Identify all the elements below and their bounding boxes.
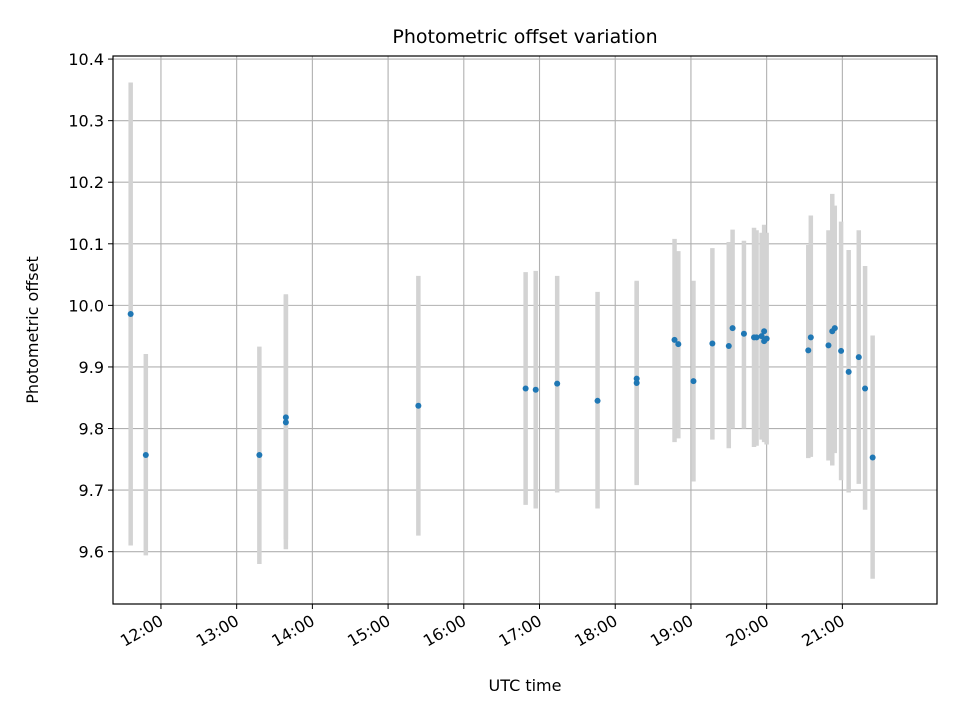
- data-point: [690, 378, 697, 385]
- data-point: [142, 451, 149, 458]
- data-point: [855, 354, 862, 361]
- data-point: [554, 380, 561, 387]
- data-point: [709, 340, 716, 347]
- data-point: [633, 375, 640, 382]
- y-tick-label: 9.8: [79, 420, 104, 439]
- y-tick-label: 10.4: [68, 50, 104, 69]
- data-point: [838, 347, 845, 354]
- data-point: [761, 328, 768, 335]
- y-tick-label: 10.3: [68, 112, 104, 131]
- data-points: [127, 310, 876, 461]
- data-point: [633, 379, 640, 386]
- data-point: [758, 333, 765, 340]
- y-tick-label: 9.6: [79, 543, 104, 562]
- data-point: [725, 343, 732, 350]
- data-point: [753, 334, 760, 341]
- data-point: [594, 397, 601, 404]
- x-axis-label: UTC time: [489, 676, 562, 695]
- data-point: [825, 342, 832, 349]
- y-tick-label: 9.7: [79, 481, 104, 500]
- data-point: [831, 325, 838, 332]
- data-point: [671, 336, 678, 343]
- data-point: [763, 335, 770, 342]
- data-point: [532, 386, 539, 393]
- y-tick-label: 10.1: [68, 235, 104, 254]
- data-point: [415, 402, 422, 409]
- y-tick-label: 9.9: [79, 358, 104, 377]
- data-point: [256, 451, 263, 458]
- plot-area-frame: [112, 55, 938, 605]
- data-point: [862, 385, 869, 392]
- data-point: [282, 414, 289, 421]
- data-point: [805, 347, 812, 354]
- data-point: [729, 325, 736, 332]
- data-point: [675, 341, 682, 348]
- data-point: [869, 454, 876, 461]
- y-tick-label: 10.2: [68, 173, 104, 192]
- data-point: [807, 334, 814, 341]
- data-point: [282, 419, 289, 426]
- y-axis-label: Photometric offset: [23, 256, 42, 404]
- data-point: [740, 330, 747, 337]
- y-axis-ticks: 9.6 9.7 9.8 9.9 10.0 10.1 10.2 10.3 10.4: [68, 50, 113, 562]
- chart-title: Photometric offset variation: [392, 26, 657, 48]
- data-point: [845, 368, 852, 375]
- data-point: [522, 385, 529, 392]
- data-point: [127, 310, 134, 317]
- y-tick-label: 10.0: [68, 296, 104, 315]
